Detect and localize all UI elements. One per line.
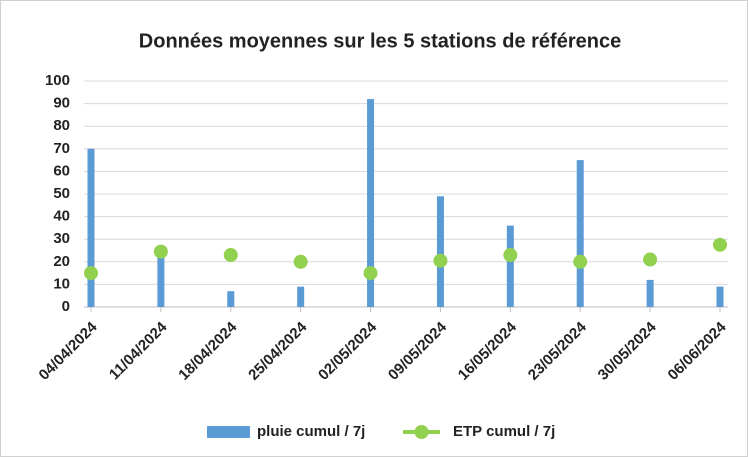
bar (506, 225, 514, 307)
y-tick-label: 70 (53, 140, 70, 157)
marker (643, 252, 658, 267)
y-tick-label: 90 (53, 95, 70, 112)
marker (363, 266, 378, 281)
y-tick-label: 50 (53, 185, 70, 202)
marker (84, 266, 98, 281)
marker (573, 254, 588, 269)
marker (503, 248, 518, 263)
y-tick-label: 30 (53, 230, 70, 247)
y-tick-label: 20 (53, 253, 70, 270)
marker (293, 254, 308, 269)
marker (223, 248, 238, 263)
y-tick-label: 80 (53, 117, 70, 134)
y-tick-label: 40 (53, 208, 70, 225)
legend-label: ETP cumul / 7j (453, 423, 555, 440)
y-tick-label: 0 (62, 298, 70, 315)
legend-swatch (414, 425, 429, 439)
bar (87, 148, 95, 307)
marker (433, 253, 448, 268)
chart-title: Données moyennes sur les 5 stations de r… (139, 30, 621, 52)
legend-label: pluie cumul / 7j (257, 423, 365, 440)
bar (716, 286, 724, 307)
bar (436, 196, 444, 307)
bar (367, 99, 375, 307)
legend-swatch (207, 426, 250, 438)
bar (576, 160, 584, 307)
y-tick-label: 100 (45, 72, 70, 89)
bar (646, 279, 654, 307)
bar (227, 291, 235, 307)
y-tick-label: 60 (53, 162, 70, 179)
y-tick-label: 10 (53, 275, 70, 292)
bar (157, 257, 165, 307)
marker (713, 237, 727, 252)
bar (297, 286, 305, 307)
marker (153, 244, 168, 259)
